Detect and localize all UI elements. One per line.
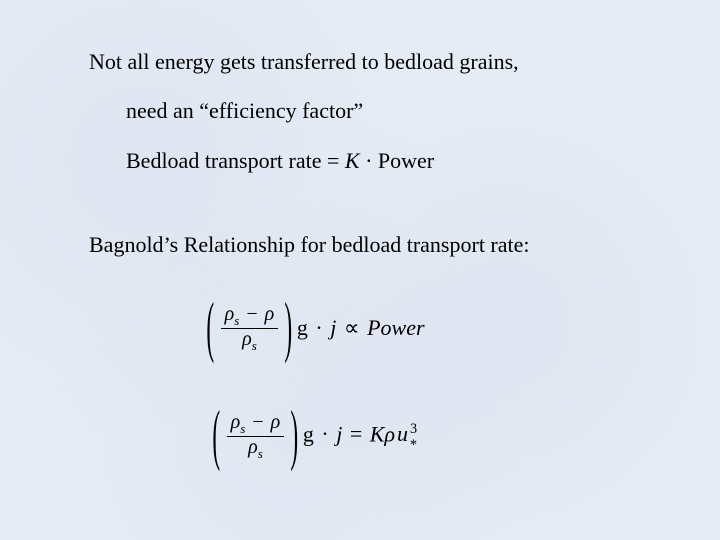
eq: =: [342, 421, 369, 446]
sub-star: *: [409, 437, 416, 453]
numerator: ρs − ρ: [221, 304, 279, 329]
fraction: ρs − ρ ρs: [219, 304, 281, 352]
rho: ρ: [384, 421, 395, 446]
sub-s: s: [252, 338, 257, 353]
text: need an “efficiency factor”: [126, 98, 363, 123]
fraction: ρs − ρ ρs: [225, 412, 287, 460]
rest: g · j ∝ Power: [297, 315, 425, 341]
rho: ρ: [271, 411, 281, 433]
rho: ρ: [265, 303, 275, 325]
denominator: ρs: [221, 329, 279, 353]
minus: −: [239, 303, 264, 325]
sub-s: s: [240, 421, 245, 436]
rho-s: ρ: [225, 303, 235, 325]
g: g: [297, 315, 308, 340]
text-line-4: Bagnold’s Relationship for bedload trans…: [89, 232, 530, 258]
formula-1: ( ρs − ρ ρs ) g · j ∝ Power: [206, 304, 425, 352]
sup-3: 3: [410, 421, 417, 437]
lparen-icon: (: [206, 289, 214, 367]
text: Bagnold’s Relationship for bedload trans…: [89, 232, 530, 257]
dot: ·: [308, 315, 330, 340]
variable-K: K: [345, 148, 360, 173]
rparen-icon: ): [291, 397, 299, 475]
K: K: [370, 421, 385, 446]
rho-s: ρ: [242, 328, 252, 350]
power: Power: [367, 315, 424, 340]
text: Not all energy gets transferred to bedlo…: [89, 49, 519, 74]
text-line-3: Bedload transport rate = K · Power: [126, 148, 434, 174]
minus: −: [245, 411, 270, 433]
text-line-2: need an “efficiency factor”: [126, 98, 363, 124]
denominator: ρs: [227, 437, 285, 461]
text-pre: Bedload transport rate =: [126, 148, 345, 173]
rho-s: ρ: [231, 411, 241, 433]
propto: ∝: [336, 315, 367, 340]
text-post: · Power: [360, 148, 435, 173]
dot: ·: [314, 421, 336, 446]
sub-s: s: [258, 446, 263, 461]
rho-s: ρ: [248, 436, 258, 458]
rparen-icon: ): [285, 289, 293, 367]
text-line-1: Not all energy gets transferred to bedlo…: [89, 49, 519, 75]
sub-s: s: [234, 313, 239, 328]
g: g: [303, 421, 314, 446]
u: u: [395, 421, 408, 446]
numerator: ρs − ρ: [227, 412, 285, 437]
rest: g · j = Kρu3*: [303, 421, 422, 452]
lparen-icon: (: [212, 397, 220, 475]
formula-2: ( ρs − ρ ρs ) g · j = Kρu3*: [212, 412, 422, 460]
